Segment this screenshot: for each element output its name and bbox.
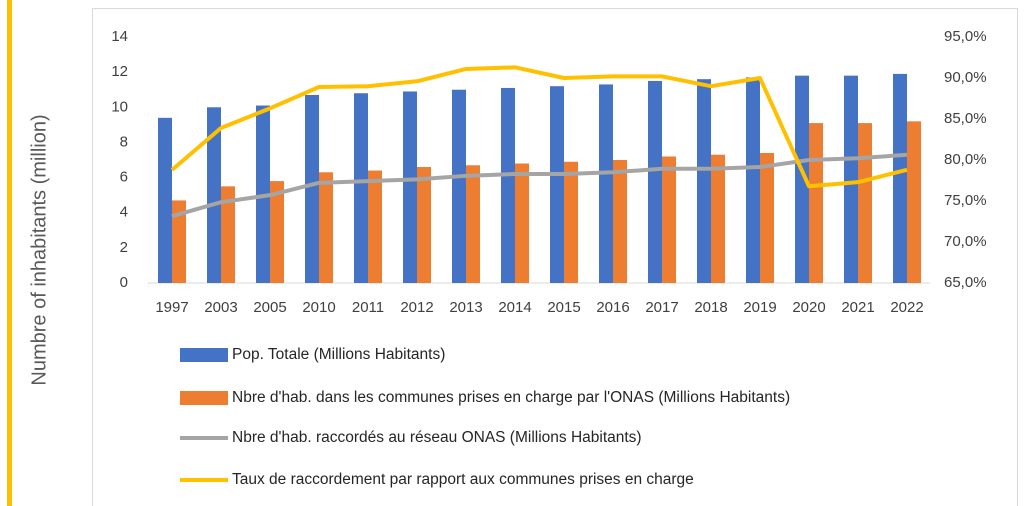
bar	[613, 160, 627, 283]
y2-tick-label: 70,0%	[944, 233, 987, 250]
x-tick-label: 2018	[694, 299, 727, 316]
legend-label: Nbre d'hab. dans les communes prises en …	[232, 389, 790, 406]
bar	[648, 80, 662, 283]
bar	[270, 181, 284, 283]
x-tick-label: 2021	[841, 299, 874, 316]
bar	[711, 154, 725, 283]
bar	[746, 77, 760, 284]
legend-swatch	[180, 348, 228, 362]
bar	[858, 123, 872, 283]
bar	[809, 123, 823, 283]
bar	[893, 73, 907, 284]
bar	[795, 75, 809, 284]
y-tick-label: 10	[111, 98, 128, 115]
y-tick-label: 0	[120, 274, 128, 291]
y-axis-label: Numbre of inhabitants (million)	[28, 114, 50, 385]
x-tick-label: 2005	[253, 299, 286, 316]
x-tick-label: 2014	[498, 299, 531, 316]
bar	[599, 84, 613, 283]
y-tick-label: 2	[120, 239, 128, 256]
bar	[662, 156, 676, 283]
x-tick-label: 2017	[645, 299, 678, 316]
bar	[354, 93, 368, 283]
y-tick-label: 12	[111, 63, 128, 80]
y2-tick-label: 95,0%	[944, 28, 987, 45]
bar	[221, 186, 235, 283]
legend-label: Nbre d'hab. raccordés au réseau ONAS (Mi…	[232, 429, 642, 446]
x-tick-label: 2011	[352, 299, 384, 316]
x-tick-label: 1997	[155, 299, 188, 316]
bar	[907, 121, 921, 283]
x-tick-label: 2016	[596, 299, 629, 316]
x-tick-label: 2010	[302, 299, 335, 316]
y2-tick-label: 90,0%	[944, 69, 987, 86]
x-tick-label: 2015	[547, 299, 580, 316]
y-tick-label: 6	[120, 169, 128, 186]
bar	[207, 107, 221, 284]
bar	[550, 86, 564, 283]
bar	[501, 87, 515, 283]
x-tick-label: 2020	[792, 299, 825, 316]
bar	[760, 152, 774, 283]
line	[171, 152, 908, 219]
y-tick-label: 14	[111, 28, 128, 45]
y2-tick-label: 80,0%	[944, 151, 987, 168]
y2-tick-label: 75,0%	[944, 192, 987, 209]
accent-bar	[7, 0, 12, 506]
x-tick-label: 2022	[890, 299, 923, 316]
x-tick-label: 2003	[204, 299, 237, 316]
bar	[172, 200, 186, 283]
bar	[697, 79, 711, 284]
legend-label: Pop. Totale (Millions Habitants)	[232, 346, 445, 363]
y2-tick-label: 65,0%	[944, 274, 987, 291]
bar	[515, 163, 529, 283]
legend-swatch	[180, 391, 228, 405]
bar	[158, 117, 172, 283]
y2-tick-label: 85,0%	[944, 110, 987, 127]
bar	[452, 89, 466, 283]
bar	[305, 94, 319, 283]
y-tick-label: 8	[120, 133, 128, 150]
bar	[844, 75, 858, 284]
bar	[368, 170, 382, 283]
y-tick-label: 4	[120, 204, 128, 221]
bar	[403, 91, 417, 283]
bar	[564, 161, 578, 283]
bar	[417, 167, 431, 283]
bar	[466, 165, 480, 283]
legend-label: Taux de raccordement par rapport aux com…	[232, 471, 694, 488]
x-tick-label: 2019	[743, 299, 776, 316]
bar	[319, 172, 333, 283]
x-tick-label: 2013	[449, 299, 482, 316]
line	[170, 65, 908, 189]
x-tick-label: 2012	[400, 299, 433, 316]
